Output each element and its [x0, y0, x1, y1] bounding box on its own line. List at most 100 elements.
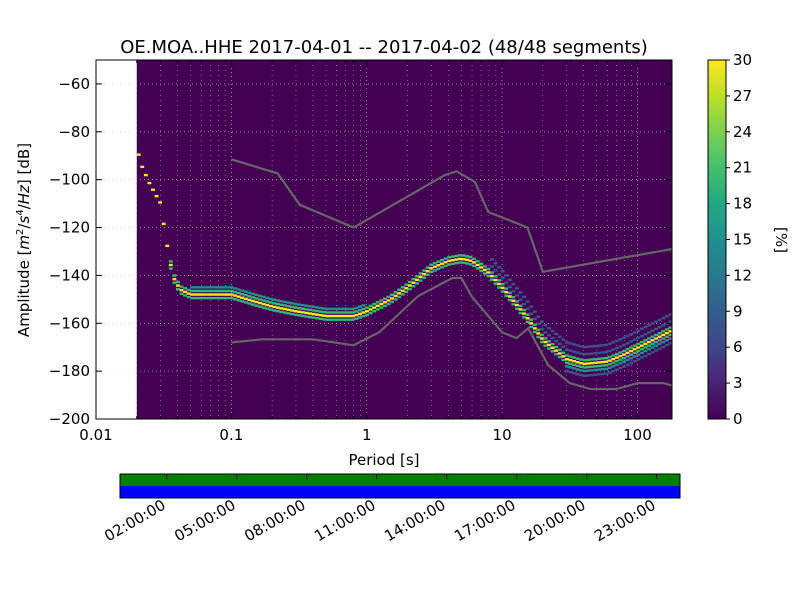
heatmap-cell	[336, 318, 341, 321]
heatmap-cell	[661, 324, 666, 327]
heatmap-cell	[604, 372, 609, 375]
heatmap-cell	[297, 307, 302, 310]
timeline-tick-label: 02:00:00	[101, 496, 168, 545]
heatmap-cell	[572, 350, 576, 353]
heatmap-cell	[411, 277, 416, 281]
heatmap-cell	[539, 340, 544, 344]
heatmap-cell	[582, 369, 587, 373]
heatmap-cell	[283, 307, 287, 311]
heatmap-cell	[204, 296, 209, 300]
heatmap-cell	[589, 369, 594, 372]
heatmap-cell	[647, 340, 651, 344]
heatmap-cell	[229, 296, 234, 300]
heatmap-cell	[218, 289, 223, 293]
y-label-open: Amplitude [	[15, 250, 33, 338]
x-axis-ticks: 0.01 0.1 1 10 100	[79, 60, 652, 444]
heatmap-cell	[618, 358, 623, 361]
heatmap-cell	[407, 287, 412, 291]
heatmap-cell	[347, 318, 352, 321]
heatmap-cell	[607, 342, 612, 346]
heatmap-cell	[536, 322, 541, 326]
heatmap-cell	[532, 317, 537, 321]
heatmap-cell	[208, 293, 212, 296]
heatmap-cell	[550, 346, 555, 349]
heatmap-cell	[647, 331, 651, 334]
timeline-top-band	[120, 474, 680, 486]
y-label-s: s	[15, 216, 33, 224]
heatmap-cell	[329, 318, 334, 321]
noise-model-lines	[231, 158, 672, 391]
heatmap-cell	[511, 282, 516, 286]
plot-frame	[95, 59, 673, 420]
heatmap-cell	[357, 309, 362, 312]
heatmap-cell	[225, 293, 230, 296]
heatmap-cell	[550, 329, 555, 333]
heatmap-cell	[304, 311, 309, 315]
heatmap-cell	[636, 346, 641, 349]
heatmap-cell	[486, 274, 491, 278]
y-label-m-exp: 2	[15, 229, 26, 235]
heatmap-cell	[286, 312, 291, 315]
heatmap-cell	[589, 361, 594, 365]
heatmap-cell	[461, 261, 466, 264]
heatmap-cell	[532, 323, 537, 327]
heatmap-cell	[604, 356, 609, 360]
heatmap-cell	[668, 330, 672, 333]
heatmap-cell	[593, 361, 598, 364]
heatmap-cell	[493, 269, 498, 272]
heatmap-cell	[247, 291, 252, 294]
heatmap-cell	[350, 311, 355, 314]
heatmap-cell	[343, 318, 348, 321]
heatmap-cell	[208, 296, 212, 300]
heatmap-cell	[657, 331, 662, 335]
heatmap-cell	[607, 371, 612, 374]
heatmap-cell	[500, 283, 505, 286]
heatmap-cell	[457, 261, 462, 264]
timeline-tick-label: 05:00:00	[171, 496, 238, 545]
heatmap-cell	[457, 257, 462, 261]
heatmap-cell	[204, 286, 209, 289]
heatmap-cell	[286, 304, 291, 308]
heatmap-cell	[243, 297, 248, 301]
heatmap-cell	[529, 322, 534, 325]
heatmap-cell	[639, 356, 644, 359]
heatmap-cell	[600, 364, 605, 367]
heatmap-cell	[293, 302, 298, 306]
heatmap-cell	[472, 264, 477, 268]
heatmap-cell	[450, 255, 455, 258]
heatmap-cell	[247, 298, 252, 302]
heatmap-cell	[639, 327, 644, 331]
heatmap-cell	[404, 290, 409, 294]
heatmap-cell	[265, 303, 270, 307]
heatmap-cell	[564, 357, 569, 361]
heatmap-cell	[564, 354, 569, 357]
heatmap-cell	[561, 345, 566, 348]
heatmap-cell	[265, 300, 270, 303]
heatmap-cell	[636, 349, 641, 353]
heatmap-cell	[190, 289, 195, 293]
heatmap-cell	[625, 358, 630, 362]
heatmap-cell	[347, 307, 352, 311]
timeline-tick-label: 11:00:00	[311, 496, 378, 545]
heatmap-cell	[650, 346, 655, 349]
heatmap-cell	[268, 301, 273, 304]
heatmap-cell	[625, 334, 630, 338]
heatmap-cell	[639, 351, 644, 355]
heatmap-cell	[250, 299, 255, 303]
heatmap-cell	[350, 318, 355, 321]
heatmap-cell	[514, 294, 519, 297]
heatmap-cell	[572, 356, 576, 359]
heatmap-cell	[543, 324, 548, 327]
heatmap-cell	[318, 306, 323, 310]
heatmap-cell	[657, 347, 662, 350]
heatmap-cell	[204, 289, 209, 293]
heatmap-cell	[622, 336, 626, 340]
heatmap-cell	[322, 310, 327, 314]
heatmap-cell	[243, 301, 248, 304]
heatmap-cell	[511, 303, 516, 306]
heatmap-cell	[254, 300, 259, 304]
heatmap-cell	[258, 294, 262, 298]
heatmap-cell	[664, 328, 669, 331]
y-tick-label: −140	[49, 266, 90, 284]
heatmap-cell	[504, 294, 509, 297]
